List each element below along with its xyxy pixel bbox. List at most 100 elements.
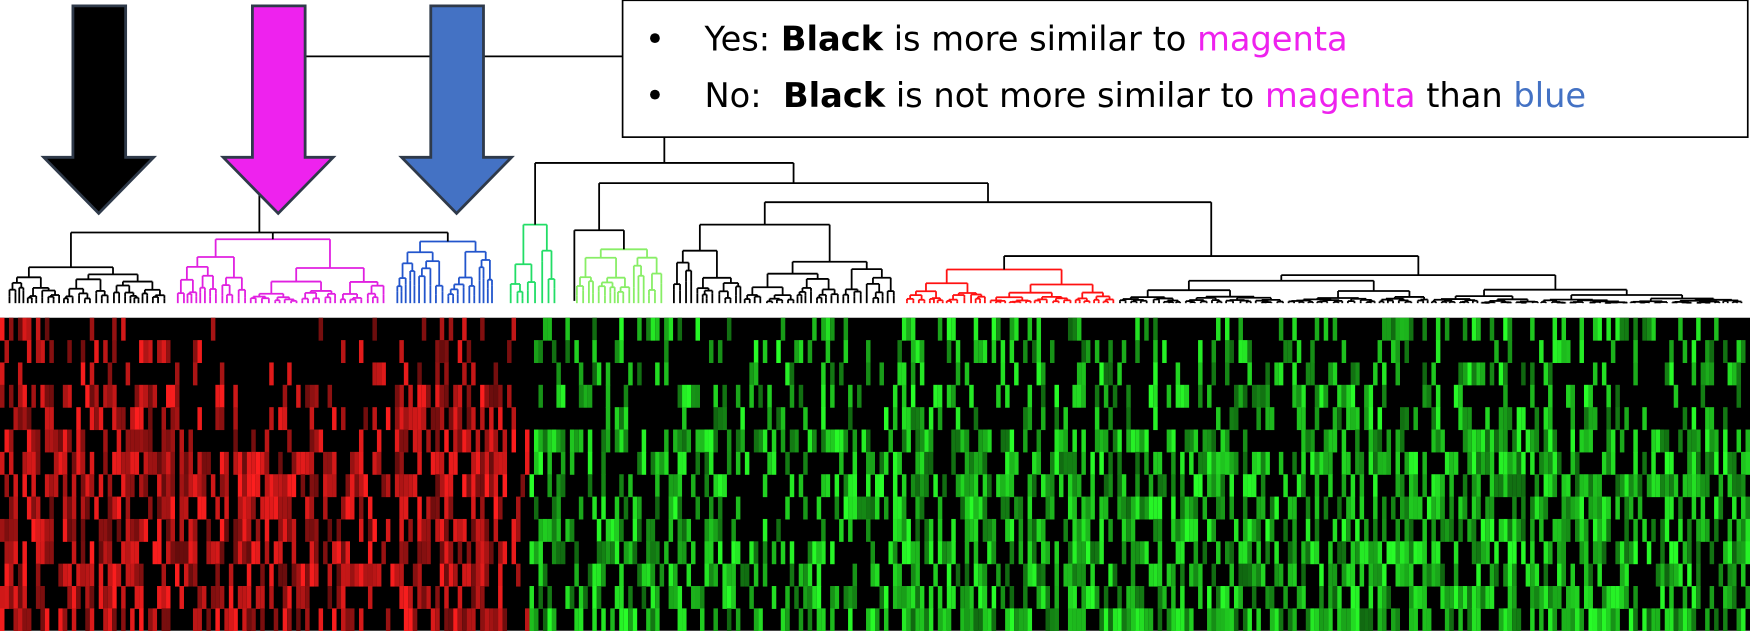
heatmap-cell bbox=[1323, 451, 1329, 475]
heatmap-cell bbox=[1579, 608, 1584, 631]
heatmap-cell bbox=[1211, 474, 1217, 498]
heatmap-cell bbox=[1328, 608, 1333, 631]
heatmap-cell bbox=[1314, 474, 1320, 498]
heatmap-cell bbox=[538, 563, 543, 587]
heatmap-cell bbox=[1346, 518, 1351, 542]
heatmap-cell bbox=[1242, 429, 1248, 453]
heatmap-cell bbox=[197, 474, 202, 498]
heatmap-cell bbox=[484, 474, 490, 498]
heatmap-cell bbox=[1103, 608, 1109, 631]
heatmap-cell bbox=[49, 496, 54, 520]
heatmap-cell bbox=[35, 518, 41, 542]
heatmap-cell bbox=[883, 407, 889, 431]
heatmap-cell bbox=[358, 474, 364, 498]
heatmap-cell bbox=[1166, 563, 1172, 587]
heatmap-cell bbox=[444, 496, 449, 520]
heatmap-cell bbox=[1193, 496, 1199, 520]
heatmap-cell bbox=[1090, 451, 1095, 475]
heatmap-cell bbox=[466, 384, 472, 408]
heatmap-cell bbox=[892, 541, 898, 565]
heatmap-cell bbox=[538, 541, 543, 565]
heatmap-cell bbox=[219, 384, 225, 408]
heatmap-cell bbox=[269, 586, 274, 609]
heatmap-cell bbox=[1395, 362, 1400, 386]
heatmap-cell bbox=[215, 541, 220, 565]
heatmap-cell bbox=[1063, 429, 1068, 453]
heatmap-cell bbox=[1189, 563, 1194, 587]
heatmap-cell bbox=[910, 586, 916, 609]
heatmap-cell bbox=[825, 340, 831, 364]
heatmap-cell bbox=[300, 451, 306, 475]
heatmap-cell bbox=[112, 608, 117, 631]
heatmap-cell bbox=[13, 608, 18, 631]
heatmap-cell bbox=[1453, 451, 1459, 475]
heatmap-cell bbox=[1359, 474, 1365, 498]
heatmap-cell bbox=[251, 541, 256, 565]
heatmap-cell bbox=[376, 429, 382, 453]
heatmap-cell bbox=[897, 586, 902, 609]
heatmap-cell bbox=[637, 518, 642, 542]
heatmap-cell bbox=[1283, 586, 1288, 609]
heatmap-cell bbox=[453, 429, 458, 453]
heatmap-cell bbox=[731, 563, 736, 587]
heatmap-cell bbox=[785, 496, 790, 520]
heatmap-cell bbox=[183, 451, 189, 475]
heatmap-cell bbox=[1530, 429, 1535, 453]
heatmap-cell bbox=[134, 407, 140, 431]
heatmap-cell bbox=[354, 563, 359, 587]
heatmap-cell bbox=[1076, 518, 1082, 542]
heatmap-cell bbox=[928, 451, 934, 475]
heatmap-cell bbox=[1108, 407, 1113, 431]
heatmap-cell bbox=[435, 496, 440, 520]
heatmap-cell bbox=[713, 518, 718, 542]
heatmap-cell bbox=[1507, 451, 1513, 475]
heatmap-cell bbox=[1265, 541, 1270, 565]
heatmap-cell bbox=[13, 541, 18, 565]
heatmap-cell bbox=[233, 407, 238, 431]
heatmap-cell bbox=[1211, 340, 1217, 364]
heatmap-cell bbox=[372, 451, 377, 475]
heatmap-cell bbox=[628, 541, 633, 565]
heatmap-cell bbox=[1669, 608, 1674, 631]
heatmap-cell bbox=[67, 563, 72, 587]
heatmap-cell bbox=[170, 474, 175, 498]
heatmap-cell bbox=[192, 362, 198, 386]
heatmap-cell bbox=[1458, 586, 1463, 609]
heatmap-cell bbox=[556, 518, 561, 542]
heatmap-cell bbox=[1355, 586, 1360, 609]
heatmap-cell bbox=[551, 429, 557, 453]
heatmap-cell bbox=[1023, 429, 1028, 453]
heatmap-cell bbox=[251, 496, 256, 520]
heatmap-cell bbox=[341, 340, 346, 364]
heatmap-cell bbox=[480, 563, 485, 587]
heatmap-cell bbox=[1561, 541, 1567, 565]
heatmap-cell bbox=[462, 317, 467, 341]
heatmap-cell bbox=[1045, 608, 1050, 631]
heatmap-cell bbox=[179, 586, 184, 609]
arrow-magenta bbox=[219, 4, 337, 216]
heatmap-cell bbox=[1440, 474, 1445, 498]
heatmap-cell bbox=[1696, 518, 1701, 542]
heatmap-cell bbox=[1426, 384, 1432, 408]
heatmap-cell bbox=[1216, 474, 1221, 498]
heatmap-cell bbox=[735, 541, 741, 565]
heatmap-cell bbox=[89, 608, 95, 631]
heatmap-cell bbox=[444, 474, 449, 498]
heatmap-cell bbox=[1005, 518, 1010, 542]
heatmap-cell bbox=[619, 429, 624, 453]
heatmap-cell bbox=[1072, 317, 1077, 341]
heatmap-cell bbox=[475, 586, 481, 609]
heatmap-cell bbox=[453, 563, 458, 587]
heatmap-cell bbox=[251, 608, 256, 631]
heatmap-cell bbox=[1521, 496, 1526, 520]
heatmap-cell bbox=[179, 474, 184, 498]
heatmap-cell bbox=[762, 518, 768, 542]
heatmap-cell bbox=[1408, 518, 1414, 542]
heatmap-cell bbox=[1633, 317, 1638, 341]
heatmap-cell bbox=[372, 317, 377, 341]
heatmap-cell bbox=[1265, 362, 1270, 386]
heatmap-cell bbox=[1597, 496, 1602, 520]
heatmap-cell bbox=[695, 586, 700, 609]
heatmap-cell bbox=[1103, 429, 1109, 453]
